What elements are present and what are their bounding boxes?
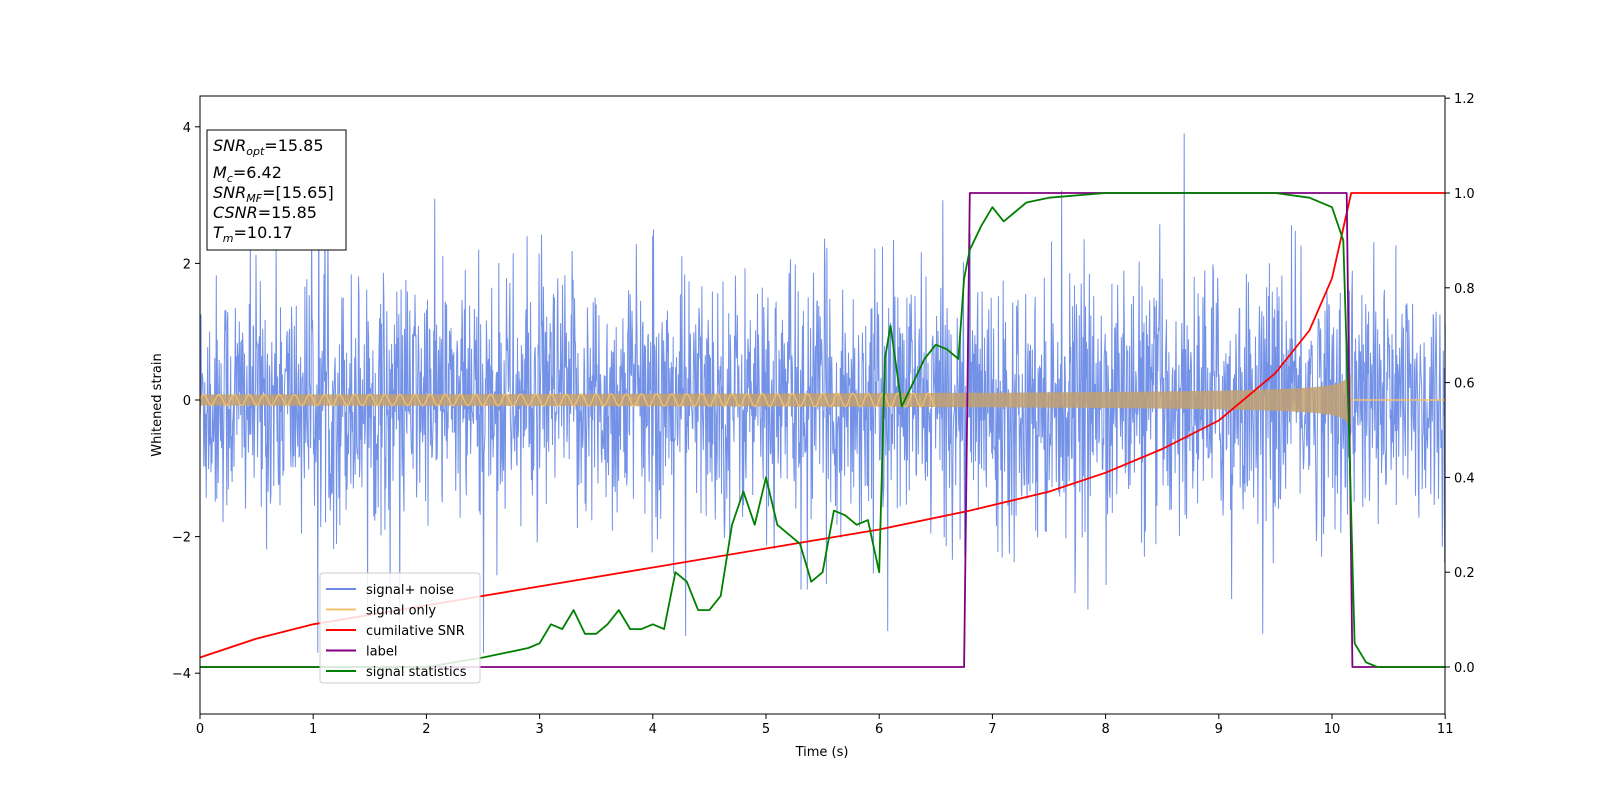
y-right-tick-label: 0.4 <box>1454 471 1475 486</box>
x-tick-label: 11 <box>1437 722 1454 737</box>
x-tick-label: 8 <box>1101 722 1109 737</box>
y-right-tick-label: 1.2 <box>1454 92 1475 107</box>
legend-label-signal-noise: signal+ noise <box>366 583 454 598</box>
x-tick-label: 5 <box>762 722 770 737</box>
y-right-tick-label: 1.0 <box>1454 187 1475 202</box>
plot-frame <box>199 95 1446 715</box>
snr-opt-label: SNRopt=15.85 <box>213 136 324 158</box>
y-right-tick-label: 0.8 <box>1454 282 1475 297</box>
legend-label-cumilative-snr: cumilative SNR <box>366 624 465 639</box>
y-tick-label: 2 <box>183 257 191 272</box>
y-right-tick-label: 0.6 <box>1454 377 1475 392</box>
signal-only-series <box>199 374 1446 426</box>
legend-label-signal-only: signal only <box>366 604 436 619</box>
y-tick-label: −4 <box>172 667 191 682</box>
y-tick-label: 4 <box>183 121 191 136</box>
y-axis-label: Whitened strain <box>150 353 165 456</box>
signal-noise-line <box>199 133 1446 653</box>
info-box: SNRopt=15.85 Mc=6.42 SNRMF=[15.65] CSNR=… <box>206 129 347 251</box>
x-tick-label: 2 <box>422 722 430 737</box>
y-right-tick-label: 0.0 <box>1454 661 1475 676</box>
x-tick-label: 6 <box>875 722 883 737</box>
legend: signal+ noise signal only cumilative SNR la… <box>319 572 481 684</box>
x-tick-label: 1 <box>309 722 317 737</box>
csnr-label: CSNR=15.85 <box>213 203 317 222</box>
signal-only-line <box>199 392 936 408</box>
x-tick-label: 0 <box>196 722 204 737</box>
signal-only-envelope <box>200 374 1352 426</box>
tm-label: Tm=10.17 <box>213 223 293 245</box>
x-tick-label: 10 <box>1324 722 1341 737</box>
x-tick-label: 4 <box>649 722 657 737</box>
y-right-tick-label: 0.2 <box>1454 566 1475 581</box>
mc-label: Mc=6.42 <box>213 163 282 185</box>
signal-statistics-line <box>200 192 1446 668</box>
snr-mf-label: SNRMF=[15.65] <box>213 183 334 205</box>
x-axis-label: Time (s) <box>795 745 849 760</box>
y-tick-label: −2 <box>172 531 191 546</box>
signal-noise-series <box>199 133 1446 653</box>
legend-label-label: label <box>366 645 397 660</box>
legend-label-signal-statistics: signal statistics <box>366 665 467 680</box>
x-tick-label: 7 <box>988 722 996 737</box>
y-tick-label: 0 <box>183 394 191 409</box>
x-tick-label: 3 <box>535 722 543 737</box>
x-tick-label: 9 <box>1215 722 1223 737</box>
